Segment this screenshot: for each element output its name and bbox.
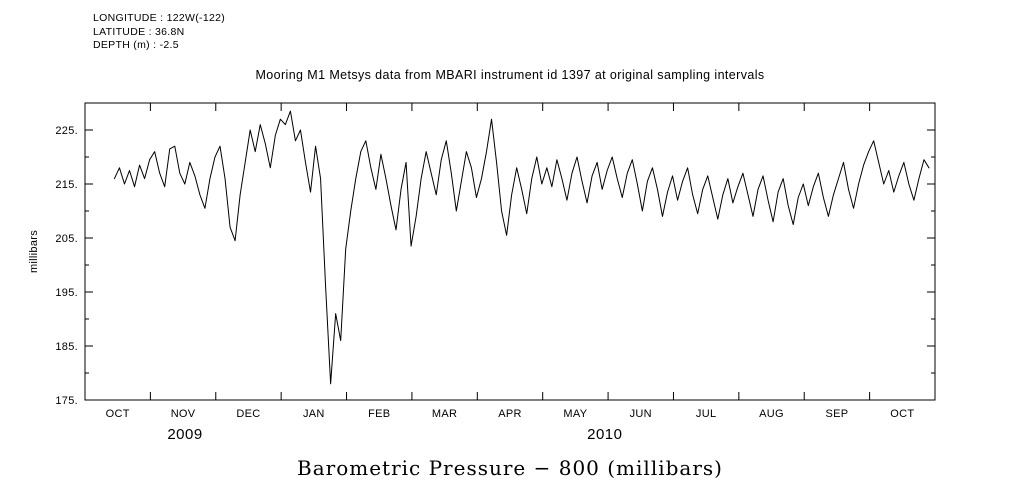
y-axis-label: millibars xyxy=(28,230,40,273)
x-month-label: APR xyxy=(498,408,522,420)
x-month-label: SEP xyxy=(825,408,848,420)
x-month-label: JUN xyxy=(630,408,652,420)
x-year-label: 2010 xyxy=(587,426,622,443)
x-month-label: AUG xyxy=(759,408,784,420)
y-tick-label: 225. xyxy=(55,125,78,137)
y-tick-label: 215. xyxy=(55,179,78,191)
plot-frame xyxy=(84,102,936,401)
y-tick-label: 205. xyxy=(55,233,78,245)
bottom-title: Barometric Pressure − 800 (millibars) xyxy=(297,456,723,480)
longitude-label: LONGITUDE : 122W(-122) xyxy=(93,12,226,24)
x-month-label: MAR xyxy=(432,408,457,420)
x-month-label: OCT xyxy=(106,408,130,420)
station-metadata: LONGITUDE : 122W(-122) LATITUDE : 36.8N … xyxy=(93,12,225,53)
x-year-label: 2009 xyxy=(167,426,202,443)
x-month-label: JUL xyxy=(696,408,716,420)
x-month-label: FEB xyxy=(368,408,390,420)
plot-area: 175. 185. 195. 205. 215. 225. OCT NOV DEC JAN FEB M… xyxy=(28,102,936,443)
chart-title: Mooring M1 Metsys data from MBARI instru… xyxy=(255,68,764,82)
pressure-series-line xyxy=(113,110,930,385)
x-month-label: OCT xyxy=(890,408,914,420)
depth-label: DEPTH (m) : -2.5 xyxy=(93,39,179,52)
y-tick-label: 175. xyxy=(55,395,78,407)
x-month-label: JAN xyxy=(303,408,325,420)
latitude-label: LATITUDE : 36.8N xyxy=(93,25,185,38)
x-month-label: DEC xyxy=(236,408,260,420)
y-tick-label: 195. xyxy=(55,287,78,299)
x-month-label: NOV xyxy=(171,408,196,420)
y-tick-label: 185. xyxy=(55,341,78,353)
x-month-label: MAY xyxy=(563,408,587,420)
